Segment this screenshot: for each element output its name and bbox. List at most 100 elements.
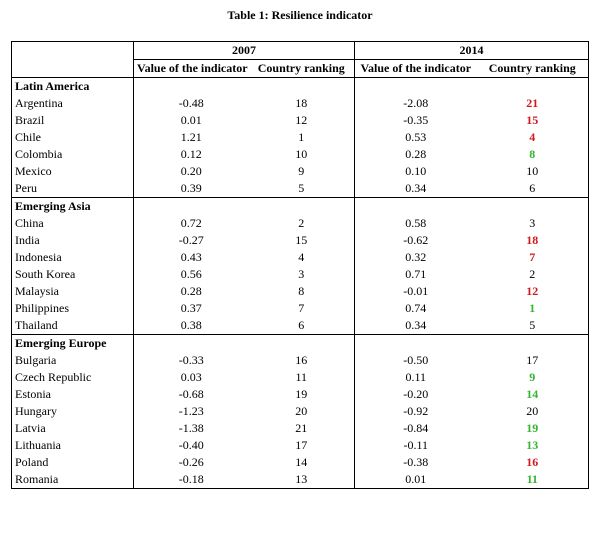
group-label: Emerging Asia [11,197,134,215]
ranking-2014-cell: 20 [476,403,589,420]
group-empty-cell [134,78,249,96]
value-2007-cell: 0.28 [180,284,202,298]
ranking-2007-cell: 5 [248,180,355,198]
country-cell: Malaysia [11,283,134,300]
value-2007-cell: 0.20 [180,164,202,178]
country-cell: Brazil [11,112,134,129]
table-row: Philippines 0.37 7 0.74 1 [11,300,589,317]
table-row: Lithuania -0.40 17 -0.11 13 [11,437,589,454]
year-2007-header: 2007 [133,41,355,60]
table-row: Malaysia 0.28 8 -0.01 12 [11,283,589,300]
ranking-2014-cell: 8 [476,146,589,163]
ranking-2007-cell: 18 [248,95,355,112]
ranking-2014-cell: 6 [476,180,589,198]
group-empty-cell [476,334,589,352]
country-cell: South Korea [11,266,134,283]
value-2014-cell: -2.08 [403,96,429,110]
value-2014-cell: -0.20 [403,387,429,401]
value-2007-cell: -0.48 [178,96,204,110]
value-2007-cell: -0.27 [178,233,204,247]
ranking-2014-cell: 9 [476,369,589,386]
country-cell: Peru [11,180,134,198]
ranking-2007-cell: 12 [248,112,355,129]
resilience-table: 2007 2014 Value of the indicator Country… [11,41,589,489]
country-header-blank [11,41,134,60]
value-2007-header: Value of the indicator [133,59,249,78]
group-label: Emerging Europe [11,334,134,352]
country-cell: China [11,215,134,232]
value-2014-cell: 0.58 [405,216,427,230]
table-row: Bulgaria -0.33 16 -0.50 17 [11,352,589,369]
value-2007-cell: 0.39 [180,181,202,195]
group-label: Latin America [11,77,134,95]
ranking-2014-header: Country ranking [476,59,589,78]
table-row: China 0.72 2 0.58 3 [11,215,589,232]
value-2014-cell: 0.34 [405,181,427,195]
ranking-2014-cell: 14 [476,386,589,403]
country-cell: Colombia [11,146,134,163]
group-empty-cell [248,197,355,215]
group-empty-cell [354,334,477,352]
value-2007-cell: -1.38 [178,421,204,435]
value-2007-cell: -1.23 [178,404,204,418]
ranking-2007-cell: 20 [248,403,355,420]
table-row: Estonia -0.68 19 -0.20 14 [11,386,589,403]
ranking-2007-cell: 3 [248,266,355,283]
value-2014-cell: -0.50 [403,353,429,367]
value-2007-cell: -0.40 [178,438,204,452]
value-2014-cell: -0.62 [403,233,429,247]
country-cell: Indonesia [11,249,134,266]
group-empty-cell [248,77,355,95]
table-row: Colombia 0.12 10 0.28 8 [11,146,589,163]
year-2014-header: 2014 [354,41,589,60]
ranking-2007-cell: 10 [248,146,355,163]
group-empty-cell [354,197,477,215]
value-2014-cell: -0.01 [403,284,429,298]
value-2014-cell: 0.32 [405,250,427,264]
ranking-2014-cell: 4 [476,129,589,146]
ranking-2007-cell: 11 [248,369,355,386]
country-subheader-blank [11,59,134,78]
group-row: Latin America [11,77,589,96]
table-row: Romania -0.18 13 0.01 11 [11,471,589,489]
group-empty-cell [248,334,355,352]
ranking-2007-cell: 7 [248,300,355,317]
value-2007-cell: 0.12 [180,147,202,161]
country-cell: Hungary [11,403,134,420]
value-2014-cell: 0.53 [405,130,427,144]
value-2007-cell: -0.26 [178,455,204,469]
country-cell: Philippines [11,300,134,317]
value-2014-cell: 0.71 [405,267,427,281]
value-2014-header: Value of the indicator [354,59,477,78]
ranking-2014-cell: 2 [476,266,589,283]
table-row: Chile 1.21 1 0.53 4 [11,129,589,146]
country-cell: Chile [11,129,134,146]
country-cell: Lithuania [11,437,134,454]
group-empty-cell [476,197,589,215]
country-cell: Bulgaria [11,352,134,369]
group-empty-cell [355,78,477,96]
ranking-2014-cell: 1 [476,300,589,317]
value-2014-cell: 0.28 [405,147,427,161]
value-2007-cell: 1.21 [180,130,202,144]
group-row: Emerging Europe [11,334,589,352]
ranking-2014-cell: 21 [476,95,589,112]
table-row: Thailand 0.38 6 0.34 5 [11,317,589,335]
table-row: Latvia -1.38 21 -0.84 19 [11,420,589,437]
table-body: Latin America Argentina -0.48 18 -2.08 21 Braz… [11,77,589,489]
ranking-2007-cell: 15 [248,232,355,249]
table-row: South Korea 0.56 3 0.71 2 [11,266,589,283]
table-row: Indonesia 0.43 4 0.32 7 [11,249,589,266]
value-2007-cell: 0.72 [180,216,202,230]
table-row: Hungary -1.23 20 -0.92 20 [11,403,589,420]
ranking-2014-cell: 17 [476,352,589,369]
group-empty-cell [133,197,249,215]
value-2007-cell: -0.68 [178,387,204,401]
ranking-2014-cell: 11 [476,471,589,489]
value-2014-cell: 0.01 [354,471,477,489]
table-row: Poland -0.26 14 -0.38 16 [11,454,589,471]
group-empty-cell [133,334,249,352]
ranking-2014-cell: 15 [476,112,589,129]
ranking-2007-cell: 9 [248,163,355,180]
table-row: Argentina -0.48 18 -2.08 21 [11,95,589,112]
